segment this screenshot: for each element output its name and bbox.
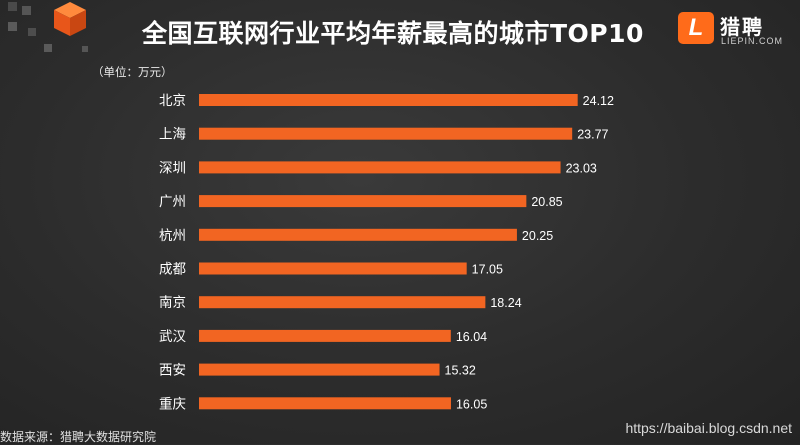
bar bbox=[199, 262, 467, 275]
logo-subtitle: LIEPIN.COM bbox=[721, 36, 784, 46]
category-label: 杭州 bbox=[159, 228, 186, 244]
bar bbox=[199, 329, 451, 342]
bar bbox=[199, 228, 517, 241]
bar bbox=[199, 161, 561, 174]
watermark: https://baibai.blog.csdn.net bbox=[625, 420, 792, 436]
value-label: 23.03 bbox=[566, 161, 597, 175]
category-label: 深圳 bbox=[159, 160, 186, 176]
value-label: 20.25 bbox=[522, 229, 553, 243]
category-label: 西安 bbox=[159, 363, 186, 379]
value-label: 16.05 bbox=[456, 397, 487, 411]
category-label: 北京 bbox=[159, 93, 186, 109]
value-label: 20.85 bbox=[531, 195, 562, 209]
category-label: 重庆 bbox=[159, 396, 186, 412]
bar bbox=[199, 195, 527, 208]
bar bbox=[199, 397, 451, 410]
chart-title: 全国互联网行业平均年薪最高的城市TOP10 bbox=[142, 19, 644, 48]
category-label: 上海 bbox=[159, 127, 186, 143]
category-label: 南京 bbox=[159, 295, 186, 311]
liepin-logo: L 猎聘 LIEPIN.COM bbox=[678, 8, 786, 52]
value-label: 23.77 bbox=[577, 128, 608, 142]
logo-name: 猎聘 bbox=[720, 15, 764, 39]
category-label: 成都 bbox=[159, 262, 186, 278]
bar bbox=[199, 127, 573, 140]
value-label: 24.12 bbox=[583, 94, 614, 108]
bar bbox=[199, 94, 578, 106]
value-label: 16.04 bbox=[456, 330, 487, 344]
category-label: 广州 bbox=[159, 194, 186, 210]
value-label: 17.05 bbox=[472, 263, 503, 277]
unit-label: （单位：万元） bbox=[92, 65, 173, 79]
value-label: 18.24 bbox=[490, 296, 521, 310]
bar bbox=[199, 296, 486, 309]
category-label: 武汉 bbox=[159, 329, 186, 345]
decorative-cubes bbox=[8, 2, 88, 52]
logo-mark-icon: L bbox=[678, 12, 714, 44]
bar bbox=[199, 363, 440, 376]
data-source: 数据来源：猎聘大数据研究院 bbox=[0, 430, 157, 444]
value-label: 15.32 bbox=[445, 364, 476, 378]
